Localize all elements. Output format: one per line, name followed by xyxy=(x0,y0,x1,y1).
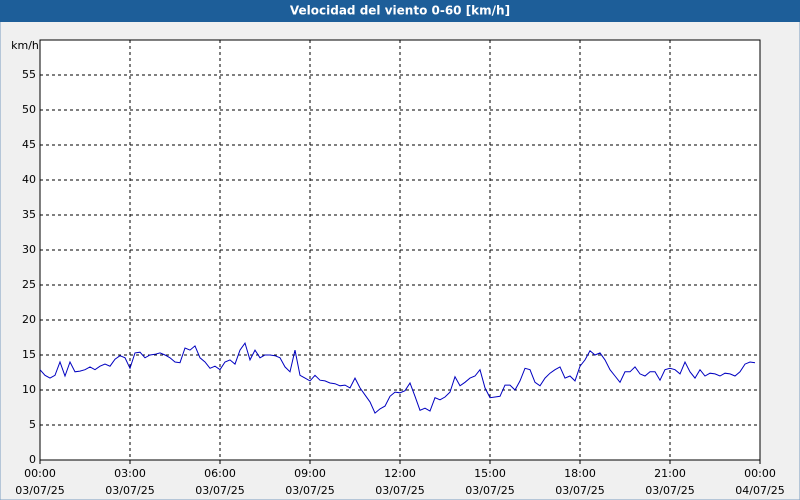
y-tick-label: 15 xyxy=(22,348,36,361)
x-tick-date: 03/07/25 xyxy=(105,484,154,497)
y-tick-label: 50 xyxy=(22,103,36,116)
x-tick-label: 00:00 xyxy=(744,467,776,480)
x-tick-date: 04/07/25 xyxy=(735,484,784,497)
x-tick-label: 06:00 xyxy=(204,467,236,480)
x-tick-date: 03/07/25 xyxy=(555,484,604,497)
chart-title: Velocidad del viento 0-60 [km/h] xyxy=(290,4,510,18)
y-tick-label: 35 xyxy=(22,208,36,221)
x-tick-label: 15:00 xyxy=(474,467,506,480)
y-tick-label: 40 xyxy=(22,173,36,186)
y-tick-label: 0 xyxy=(29,453,36,466)
x-tick-date: 03/07/25 xyxy=(195,484,244,497)
x-tick-label: 03:00 xyxy=(114,467,146,480)
plot-border xyxy=(39,39,761,461)
y-tick-label: 5 xyxy=(29,418,36,431)
x-tick-label: 00:00 xyxy=(24,467,56,480)
x-tick-date: 03/07/25 xyxy=(285,484,334,497)
y-tick-label: 30 xyxy=(22,243,36,256)
x-tick-date: 03/07/25 xyxy=(375,484,424,497)
x-tick-label: 21:00 xyxy=(654,467,686,480)
x-tick-date: 03/07/25 xyxy=(465,484,514,497)
x-tick-label: 09:00 xyxy=(294,467,326,480)
wind-speed-line xyxy=(39,341,756,414)
x-tick-label: 12:00 xyxy=(384,467,416,480)
x-tick-date: 03/07/25 xyxy=(645,484,694,497)
x-tick-date: 03/07/25 xyxy=(15,484,64,497)
title-bar xyxy=(0,0,800,22)
y-tick-label: 25 xyxy=(22,278,36,291)
y-tick-label: 45 xyxy=(22,138,36,151)
x-tick-label: 18:00 xyxy=(564,467,596,480)
y-tick-label: 55 xyxy=(22,68,36,81)
y-tick-label: 20 xyxy=(22,313,36,326)
y-axis-label: km/h xyxy=(11,39,39,52)
y-tick-label: 10 xyxy=(22,383,36,396)
